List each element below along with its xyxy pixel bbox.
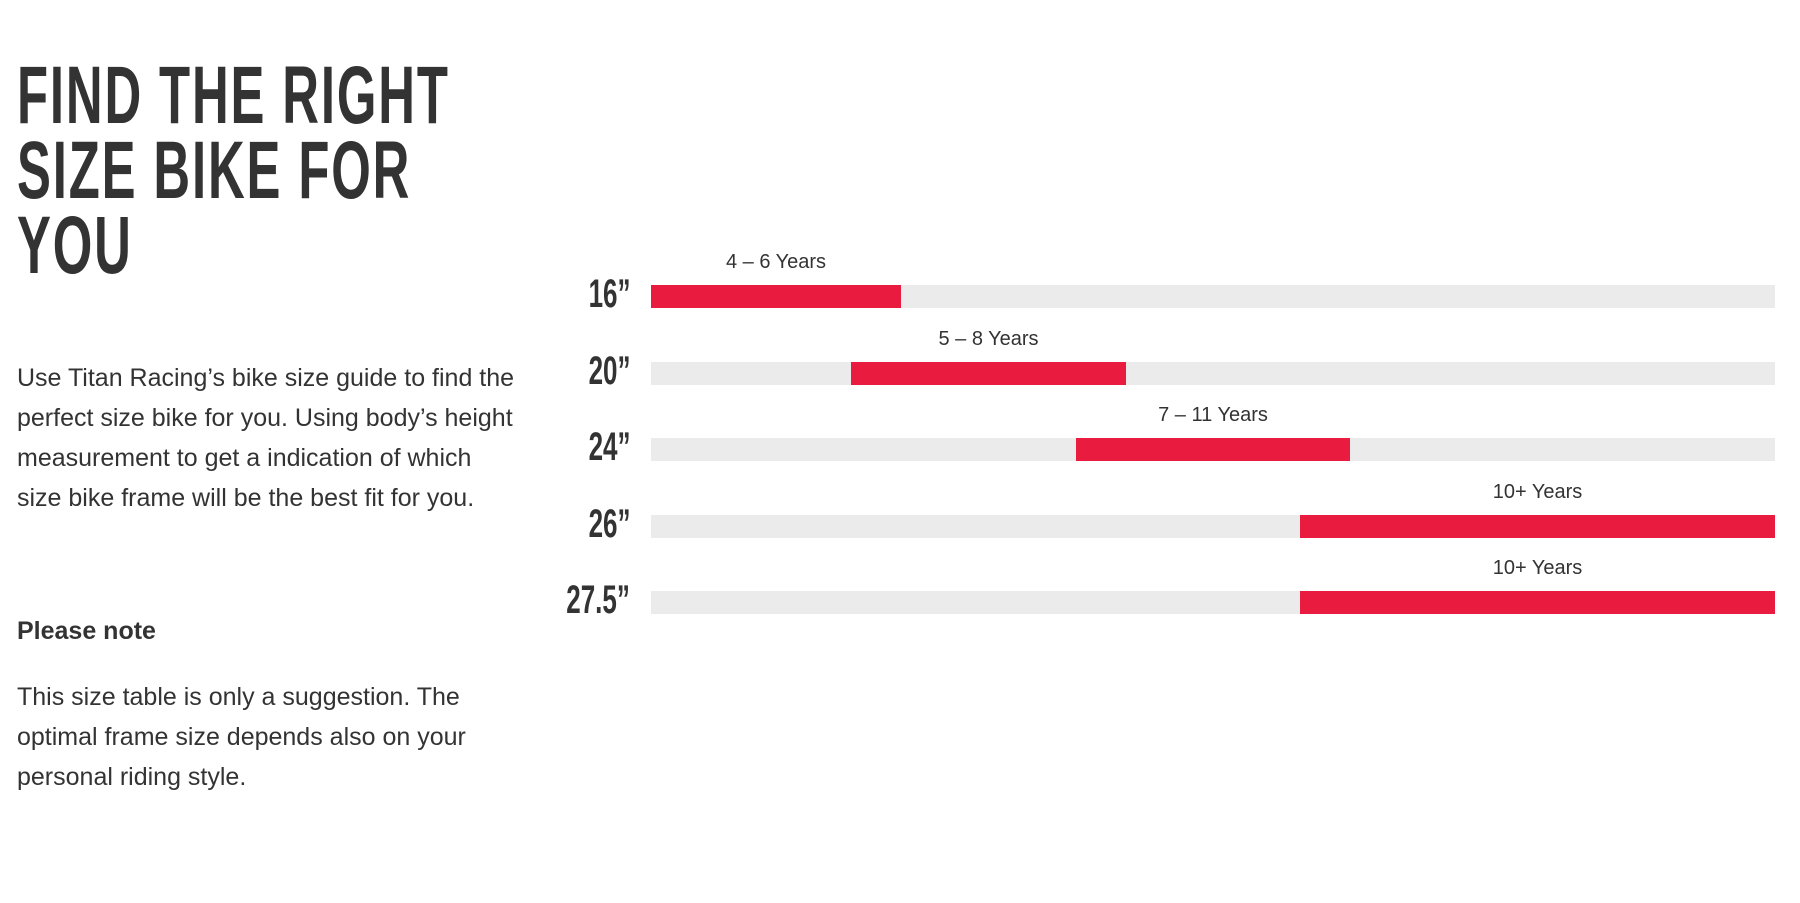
size-label: 16” <box>588 272 630 316</box>
range-label: 5 – 8 Years <box>938 328 1039 350</box>
range-label: 10+ Years <box>1492 481 1583 503</box>
range-label: 10+ Years <box>1492 557 1583 579</box>
range-bar <box>851 362 1126 385</box>
title-line: FIND THE RIGHT <box>17 50 450 141</box>
range-label: 7 – 11 Years <box>1158 404 1268 426</box>
title-line: SIZE BIKE FOR <box>17 125 412 216</box>
range-bar <box>1076 438 1350 461</box>
range-label: 4 – 6 Years <box>725 251 827 273</box>
track <box>651 362 1775 385</box>
size-label: 20” <box>588 349 630 393</box>
note-text: This size table is only a suggestion. Th… <box>17 683 466 791</box>
title-line: YOU <box>17 200 133 291</box>
range-bar <box>1300 515 1775 538</box>
track <box>651 285 1775 308</box>
range-bar <box>1300 591 1775 614</box>
size-label: 24” <box>588 425 630 469</box>
size-label: 27.5” <box>566 578 630 622</box>
title: FIND THE RIGHT SIZE BIKE FOR YOU <box>17 50 715 291</box>
range-bar <box>651 285 901 308</box>
intro: Use Titan Racing’s bike size guide to fi… <box>17 364 515 512</box>
size-label: 26” <box>588 502 630 546</box>
note-heading: Please note <box>17 617 156 645</box>
